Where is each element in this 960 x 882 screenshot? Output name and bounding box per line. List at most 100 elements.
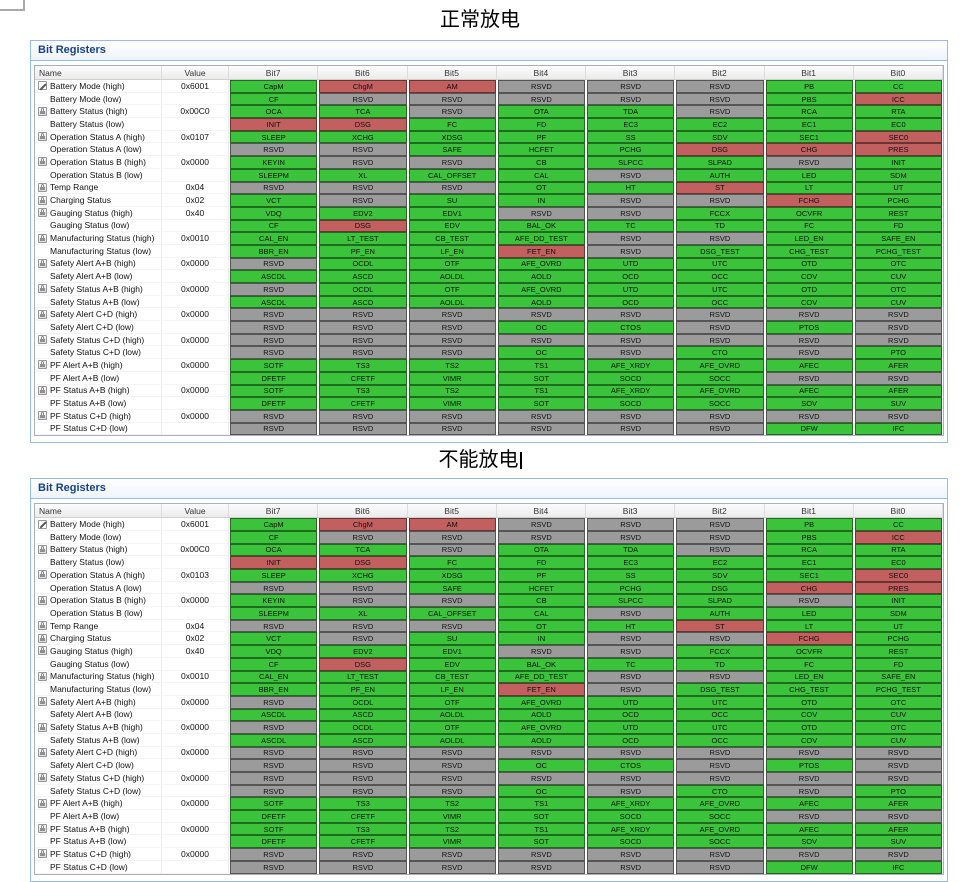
bit-cell[interactable]: RSVD [854,759,942,772]
bit-cell[interactable]: RSVD [497,92,585,106]
bit-cell[interactable]: AFE_XRDY [587,797,675,811]
bit-cell[interactable]: RSVD [230,283,318,296]
bit-cell[interactable]: SOT [497,397,585,410]
bit-cell[interactable]: RSVD [765,594,853,608]
bit-cell[interactable]: OC [497,784,585,798]
bit-cell[interactable]: RSVD [319,746,407,760]
bit-cell[interactable]: FC [765,219,853,233]
bit-cell[interactable]: RSVD [230,619,318,633]
bit-cell[interactable]: RSVD [408,346,496,360]
bit-cell[interactable]: FCHG [765,632,853,646]
caption-normal-discharge[interactable]: 正常放电 [0,0,960,32]
bit-cell[interactable]: RSVD [497,206,585,220]
bit-cell[interactable]: TC [587,657,675,671]
bit-cell[interactable]: RSVD [765,371,853,385]
bit-cell[interactable]: RSVD [676,746,764,760]
register-row[interactable]: PF Status C+D (low) RSVD RSVD RSVD RSVD RSVD R… [35,860,943,874]
bit-cell[interactable]: SDV [676,569,764,582]
bit-cell[interactable]: CUV [854,295,942,309]
bit-cell[interactable]: TS2 [408,797,496,811]
bit-cell[interactable]: EDV1 [408,206,496,220]
bit-cell[interactable]: RSVD [676,848,764,861]
bit-cell[interactable]: OTA [497,105,585,119]
bit-cell[interactable]: RSVD [319,181,407,195]
bit-cell[interactable]: CAL [497,168,585,182]
bit-cell[interactable]: PCHG [587,143,675,157]
bit-cell[interactable]: IN [497,632,585,646]
bit-cell[interactable]: TS1 [497,797,585,811]
bit-cell[interactable]: OCA [230,543,318,557]
bit-cell[interactable]: PCHG [587,581,675,595]
bit-cell[interactable]: CFETF [319,397,407,410]
bit-cell[interactable]: PTO [854,784,942,798]
bit-cell[interactable]: COV [765,295,853,309]
bit-cell[interactable]: LT [765,181,853,195]
bit-cell[interactable]: FC [408,118,496,131]
bit-cell[interactable]: RSVD [230,746,318,760]
bit-cell[interactable]: SOTF [230,797,318,811]
bit-cell[interactable]: SLEEP [230,569,318,582]
bit-cell[interactable]: AFE_OVRD [676,384,764,398]
bit-cell[interactable]: OTC [854,283,942,296]
bit-cell[interactable]: KEYIN [230,594,318,608]
bit-cell[interactable]: SOCC [676,810,764,823]
bit-cell[interactable]: PTOS [765,759,853,772]
bit-cell[interactable]: FCHG [765,194,853,207]
register-row[interactable]: Safety Alert A+B (high) 0x0000 RSVD OCDL OTF… [35,257,943,271]
bit-cell[interactable]: TS2 [408,384,496,398]
bit-cell[interactable]: PF_EN [319,683,407,696]
bit-cell[interactable]: RSVD [587,244,675,258]
bit-cell[interactable]: OTF [408,257,496,271]
bit-cell[interactable]: RSVD [765,156,853,169]
register-row[interactable]: Operation Status A (high) 0x0103 SLEEP XCHG… [35,569,943,582]
bit-cell[interactable]: RSVD [676,530,764,544]
bit-cell[interactable]: CAL_EN [230,232,318,245]
register-row[interactable]: Temp Range 0x04 RSVD RSVD RSVD OT HT ST LT UT [35,181,943,195]
bit-cell[interactable]: FCCX [676,645,764,658]
bit-cell[interactable]: EC1 [765,556,853,569]
bit-cell[interactable]: SOCD [587,397,675,410]
bit-cell[interactable]: RSVD [230,581,318,595]
bit-cell[interactable]: RSVD [676,105,764,119]
register-row[interactable]: Gauging Status (high) 0x40 VDQ EDV2 EDV1 RSVD… [35,206,943,220]
bit-cell[interactable]: RSVD [854,409,942,423]
bit-cell[interactable]: RSVD [230,143,318,157]
bit-cell[interactable]: RSVD [408,156,496,169]
bit-cell[interactable]: SEC0 [854,569,942,582]
bit-cell[interactable]: CFETF [319,835,407,849]
bit-cell[interactable]: RSVD [230,759,318,772]
bit-cell[interactable]: EC3 [587,118,675,131]
bit-cell[interactable]: XCHG [319,130,407,144]
bit-cell[interactable]: OTC [854,695,942,709]
bit-cell[interactable]: RSVD [587,92,675,106]
bit-cell[interactable]: RSVD [676,670,764,684]
bit-cell[interactable]: PRES [854,581,942,595]
bit-cell[interactable]: CC [854,518,942,531]
bit-cell[interactable]: OTA [497,543,585,557]
bit-cell[interactable]: PRES [854,143,942,157]
bit-cell[interactable]: RSVD [765,810,853,823]
register-row[interactable]: Operation Status A (high) 0x0107 SLEEP XCHG… [35,130,943,144]
bit-cell[interactable]: AFE_OVRD [676,359,764,372]
bit-cell[interactable]: RSVD [497,860,585,874]
bit-cell[interactable]: SOCC [676,397,764,410]
bit-cell[interactable]: VDQ [230,206,318,220]
bit-cell[interactable]: ASCD [319,270,407,283]
bit-cell[interactable]: FET_EN [497,244,585,258]
bit-cell[interactable]: DSG [676,581,764,595]
bit-cell[interactable]: TS3 [319,797,407,811]
bit-cell[interactable]: SOCD [587,810,675,823]
bit-cell[interactable]: CB [497,594,585,608]
register-row[interactable]: PF Status A+B (high) 0x0000 SOTF TS3 TS2 TS1 A… [35,384,943,398]
bit-cell[interactable]: PCHG_TEST [854,683,942,696]
bit-cell[interactable]: FC [765,657,853,671]
bit-cell[interactable]: AFE_DD_TEST [497,232,585,245]
bit-cell[interactable]: IFC [854,860,942,874]
bit-cell[interactable]: LF_EN [408,244,496,258]
bit-cell[interactable]: RSVD [408,181,496,195]
bit-cell[interactable]: ASCD [319,295,407,309]
bit-cell[interactable]: RSVD [319,321,407,334]
bit-cell[interactable]: SOTF [230,384,318,398]
bit-cell[interactable]: XL [319,607,407,620]
bit-cell[interactable]: RSVD [587,206,675,220]
